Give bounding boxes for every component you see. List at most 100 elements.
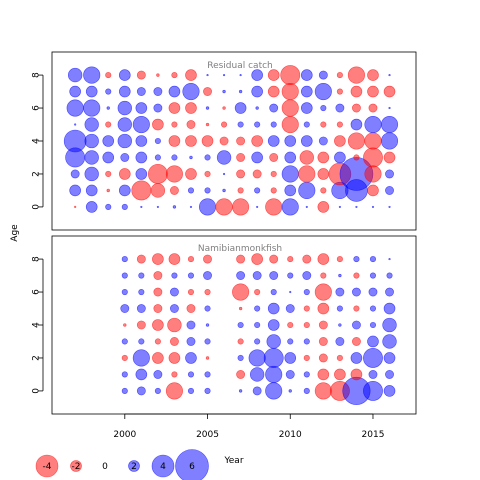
residual-bubble [363, 348, 383, 368]
x-tick-label: 2010 [279, 430, 302, 440]
residual-bubble [204, 170, 211, 178]
residual-bubble [334, 151, 346, 164]
residual-bubble [254, 305, 261, 312]
residual-bubble [254, 321, 261, 329]
residual-bubble [287, 272, 294, 279]
residual-bubble [84, 166, 99, 182]
residual-bubble [265, 365, 283, 383]
residual-bubble [317, 253, 330, 265]
residual-bubble [236, 153, 246, 162]
residual-bubble [165, 382, 183, 400]
residual-bubble [314, 382, 332, 400]
residual-bubble [138, 272, 145, 279]
residual-bubble [69, 184, 81, 197]
residual-bubble [136, 254, 146, 264]
residual-bubble [263, 348, 284, 368]
residual-bubble [165, 165, 183, 183]
residual-bubble [318, 337, 328, 346]
residual-bubble [187, 272, 195, 279]
residual-bubble [168, 253, 181, 265]
residual-bubble [187, 387, 195, 394]
y-tick-label: 2 [32, 355, 42, 361]
residual-bubble [187, 288, 195, 296]
y-axis-title: Age [10, 224, 20, 242]
residual-bubble [187, 187, 195, 194]
residual-bubble [368, 287, 378, 297]
residual-bubble [388, 73, 391, 77]
residual-bubble [251, 151, 263, 164]
residual-bubble [287, 256, 294, 263]
residual-bubble [186, 304, 196, 313]
residual-bubble [187, 256, 195, 263]
residual-bubble [252, 169, 262, 179]
residual-bubble [83, 66, 101, 84]
residual-bubble [367, 85, 379, 98]
residual-bubble [150, 183, 166, 198]
residual-bubble [352, 103, 361, 113]
residual-bubble [254, 121, 261, 128]
residual-bubble [222, 106, 226, 110]
residual-bubble [371, 205, 375, 209]
residual-bubble [121, 338, 128, 345]
residual-bubble [85, 184, 98, 197]
legend-label: 6 [189, 462, 195, 472]
residual-bubble [119, 69, 131, 81]
residual-bubble [170, 304, 179, 313]
legend: -4 -2 0 2 4 6 [35, 449, 209, 480]
residual-bubble [204, 305, 211, 312]
residual-bubble [336, 72, 343, 79]
x-axis-title: Year [223, 456, 243, 466]
residual-bubble [303, 305, 310, 312]
residual-bubble [353, 305, 360, 312]
residual-bubble [132, 115, 150, 134]
residual-bubble [119, 168, 131, 180]
residual-bubble [236, 136, 246, 146]
residual-bubble [350, 352, 363, 364]
residual-bubble [135, 102, 148, 114]
residual-bubble [204, 154, 211, 161]
y-tick-label: 0 [32, 388, 42, 394]
residual-bubble [369, 256, 377, 263]
residual-bubble [317, 168, 330, 180]
residual-bubble [152, 352, 164, 364]
residual-bubble [234, 102, 247, 114]
residual-bubble [239, 73, 242, 77]
residual-bubble [236, 271, 246, 280]
residual-bubble [303, 371, 310, 378]
residual-bubble [300, 69, 313, 81]
residual-bubble [172, 205, 177, 209]
residual-bubble [352, 337, 361, 346]
residual-bubble [136, 70, 146, 80]
residual-bubble [269, 254, 279, 264]
y-tick-label: 6 [32, 105, 42, 111]
residual-bubble [251, 135, 263, 147]
residual-bubble [284, 184, 297, 197]
residual-bubble [287, 321, 294, 329]
residual-bubble [204, 187, 211, 194]
residual-bubble [303, 288, 310, 296]
residual-bubble [336, 354, 343, 362]
residual-bubble [248, 349, 266, 367]
residual-bubble [204, 288, 211, 296]
residual-bubble [364, 115, 382, 134]
residual-bubble [168, 102, 181, 114]
legend-label: -2 [72, 462, 81, 472]
legend-bubble [151, 454, 175, 478]
residual-bubble [198, 198, 217, 216]
residual-bubble [385, 186, 394, 195]
residual-bubble [203, 254, 212, 264]
residual-bubble [204, 338, 211, 345]
residual-bubble [320, 121, 327, 128]
residual-bubble [187, 371, 195, 378]
residual-bubble [350, 368, 363, 381]
y-axis: 0 2 4 6 8 [32, 72, 44, 210]
residual-bubble [135, 168, 148, 180]
residual-bubble [171, 72, 178, 79]
residual-bubble [205, 122, 210, 127]
residual-bubble [317, 302, 330, 315]
residual-bubble [251, 253, 263, 265]
residual-bubble [121, 288, 128, 296]
residual-bubble [156, 205, 159, 209]
residual-bubble [320, 187, 327, 194]
x-axis: 2000 2005 2010 2015 [113, 413, 384, 440]
